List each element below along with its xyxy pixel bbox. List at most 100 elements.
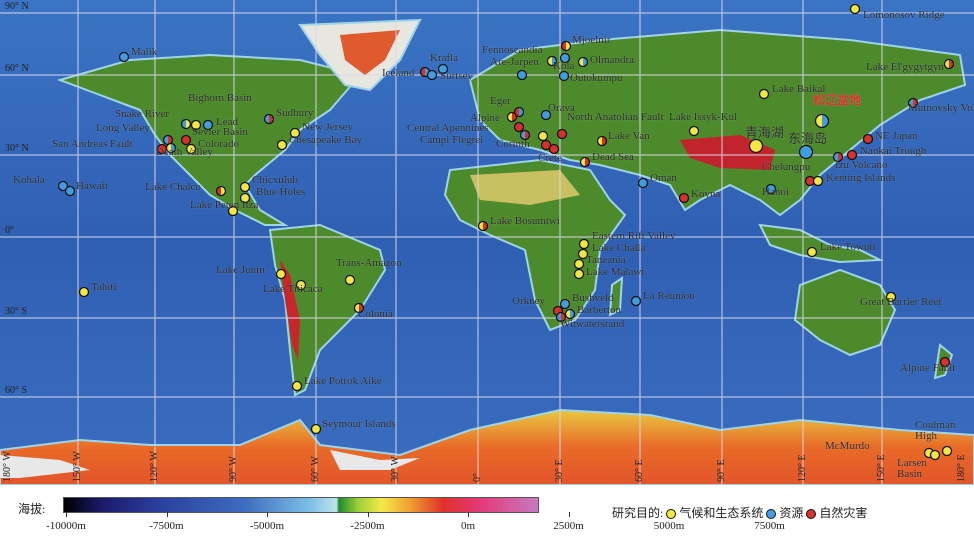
site-marker[interactable] xyxy=(556,128,568,140)
elevation-colorbar xyxy=(63,497,539,513)
site-markers xyxy=(57,3,955,461)
site-label: Kola xyxy=(553,60,575,72)
site-marker[interactable] xyxy=(748,138,764,154)
site-marker[interactable] xyxy=(846,149,858,161)
site-marker[interactable] xyxy=(537,130,549,142)
site-marker[interactable] xyxy=(227,205,239,217)
site-label: Colorado xyxy=(198,138,239,150)
site-marker[interactable] xyxy=(344,274,356,286)
site-label: Tanzania xyxy=(586,254,626,266)
colorbar-tick xyxy=(166,512,168,517)
site-label: 东海岛 xyxy=(788,131,828,146)
site-marker[interactable] xyxy=(295,279,307,291)
site-marker[interactable] xyxy=(559,298,571,310)
site-marker[interactable] xyxy=(941,445,953,457)
site-label: Bushveld xyxy=(572,292,614,304)
site-marker[interactable] xyxy=(929,449,941,461)
longitude-label: 30° E xyxy=(554,459,565,482)
site-marker[interactable] xyxy=(263,113,275,125)
site-label: Chicxulub xyxy=(252,174,298,186)
site-marker[interactable] xyxy=(862,133,874,145)
site-marker[interactable] xyxy=(477,220,489,232)
site-label: Lake El'gygytgyn xyxy=(866,61,945,73)
site-marker[interactable] xyxy=(185,143,197,155)
site-marker[interactable] xyxy=(579,156,591,168)
site-marker[interactable] xyxy=(353,302,365,314)
site-marker[interactable] xyxy=(765,183,777,195)
site-label: Krafla xyxy=(430,52,459,64)
site-marker[interactable] xyxy=(118,51,130,63)
site-label: Iceland xyxy=(382,67,415,79)
site-marker[interactable] xyxy=(546,55,558,67)
site-marker[interactable] xyxy=(165,142,177,154)
longitude-label: 0° xyxy=(472,473,483,482)
site-marker[interactable] xyxy=(812,175,824,187)
longitude-label: 60° E xyxy=(634,459,645,482)
site-marker[interactable] xyxy=(688,125,700,137)
site-marker[interactable] xyxy=(276,139,288,151)
site-marker[interactable] xyxy=(548,143,560,155)
site-marker[interactable] xyxy=(573,268,585,280)
site-marker[interactable] xyxy=(573,258,585,270)
site-marker[interactable] xyxy=(78,286,90,298)
site-marker[interactable] xyxy=(758,88,770,100)
site-marker[interactable] xyxy=(577,248,589,260)
site-label: Lake Titicaca xyxy=(263,283,323,295)
site-marker[interactable] xyxy=(596,135,608,147)
site-marker[interactable] xyxy=(513,106,525,118)
site-marker[interactable] xyxy=(437,63,449,75)
site-marker[interactable] xyxy=(506,111,518,123)
site-marker[interactable] xyxy=(180,118,192,130)
site-marker[interactable] xyxy=(275,268,287,280)
site-marker[interactable] xyxy=(291,380,303,392)
site-marker[interactable] xyxy=(180,134,192,146)
site-label: Olmandra xyxy=(590,54,634,66)
site-marker[interactable] xyxy=(215,185,227,197)
site-marker[interactable] xyxy=(849,3,861,15)
site-marker[interactable] xyxy=(885,291,897,303)
site-marker[interactable] xyxy=(560,40,572,52)
site-marker[interactable] xyxy=(578,238,590,250)
site-marker[interactable] xyxy=(426,69,438,81)
site-marker[interactable] xyxy=(832,151,844,163)
site-marker[interactable] xyxy=(239,181,251,193)
site-marker[interactable] xyxy=(630,295,642,307)
site-marker[interactable] xyxy=(540,139,552,151)
site-label: Colonia xyxy=(358,308,393,320)
site-marker[interactable] xyxy=(814,113,830,129)
site-marker[interactable] xyxy=(289,127,301,139)
site-marker[interactable] xyxy=(64,185,76,197)
site-label: Eger xyxy=(490,95,511,107)
site-marker[interactable] xyxy=(57,180,69,192)
longitude-label: 60° W xyxy=(310,456,321,482)
site-marker[interactable] xyxy=(555,311,567,323)
site-label: Kohala xyxy=(13,174,45,186)
site-marker[interactable] xyxy=(798,144,814,160)
site-marker[interactable] xyxy=(559,52,571,64)
site-marker[interactable] xyxy=(516,69,528,81)
site-marker[interactable] xyxy=(513,121,525,133)
elevation-legend-title: 海拔: xyxy=(18,502,46,516)
latitude-label: 0° xyxy=(5,225,14,236)
site-marker[interactable] xyxy=(943,58,955,70)
longitude-label: 30° W xyxy=(390,456,401,482)
site-marker[interactable] xyxy=(558,70,570,82)
site-marker[interactable] xyxy=(907,97,919,109)
colorbar-tick-label: 5000m xyxy=(653,520,685,532)
site-marker[interactable] xyxy=(190,119,202,131)
site-marker[interactable] xyxy=(540,109,552,121)
site-marker[interactable] xyxy=(806,246,818,258)
site-marker[interactable] xyxy=(202,119,214,131)
site-label: Lake Baikal xyxy=(772,83,826,95)
site-marker[interactable] xyxy=(239,192,251,204)
site-marker[interactable] xyxy=(310,423,322,435)
site-marker[interactable] xyxy=(519,129,531,141)
longitude-label: 90° W xyxy=(228,456,239,482)
site-marker[interactable] xyxy=(577,56,589,68)
site-marker[interactable] xyxy=(564,308,576,320)
site-marker[interactable] xyxy=(678,192,690,204)
colorbar-tick-label: -2500m xyxy=(350,520,385,532)
latitude-label: 60° S xyxy=(5,385,28,396)
site-marker[interactable] xyxy=(637,177,649,189)
site-marker[interactable] xyxy=(939,356,951,368)
